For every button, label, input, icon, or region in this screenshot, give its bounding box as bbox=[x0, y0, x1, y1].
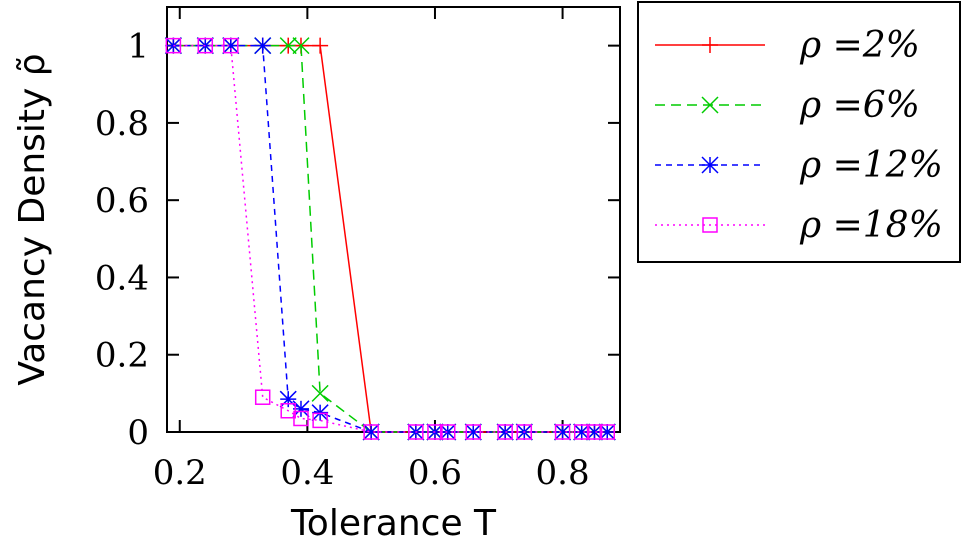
legend-entry: ρ =18% bbox=[655, 205, 943, 246]
square-marker bbox=[586, 424, 603, 440]
series-line bbox=[173, 44, 608, 433]
y-tick-label: 1 bbox=[127, 27, 149, 67]
x-marker bbox=[279, 37, 297, 55]
legend-label: ρ =6% bbox=[799, 85, 920, 126]
legend: ρ =2% ρ =6% ρ =12% ρ =18% bbox=[637, 1, 961, 263]
y-tick-label: 0 bbox=[127, 413, 149, 453]
x-marker bbox=[292, 37, 310, 55]
square-marker bbox=[223, 37, 239, 54]
star-marker bbox=[279, 390, 297, 408]
x-marker bbox=[701, 96, 719, 114]
star-marker bbox=[701, 156, 719, 174]
square-marker bbox=[427, 424, 443, 440]
square-marker bbox=[497, 424, 513, 440]
square-marker bbox=[254, 389, 271, 405]
plus-marker bbox=[702, 37, 718, 53]
y-axis-title: Vacancy Density ρ̃ bbox=[12, 53, 53, 385]
series-1 bbox=[165, 37, 616, 440]
x-axis-title: Tolerance T bbox=[290, 503, 497, 544]
square-marker bbox=[573, 424, 590, 440]
star-marker bbox=[362, 423, 380, 441]
star-marker bbox=[464, 423, 482, 441]
square-marker bbox=[197, 37, 214, 54]
series-line bbox=[173, 44, 608, 433]
legend-label: ρ =18% bbox=[799, 205, 943, 246]
series-2 bbox=[164, 37, 616, 441]
x-tick-label: 0.2 bbox=[153, 453, 207, 493]
y-tick-label: 0.2 bbox=[95, 336, 149, 376]
y-tick-label: 0.4 bbox=[95, 258, 149, 298]
y-tick-label: 0.8 bbox=[95, 104, 149, 144]
series-line bbox=[173, 44, 608, 433]
star-marker bbox=[554, 423, 572, 441]
legend-entry: ρ =2% bbox=[655, 25, 920, 66]
star-marker bbox=[222, 37, 240, 55]
series-4 bbox=[165, 37, 615, 440]
legend-label: ρ =12% bbox=[799, 145, 943, 186]
square-marker bbox=[293, 410, 309, 427]
plot-frame bbox=[166, 6, 621, 433]
legend-entry: ρ =6% bbox=[655, 85, 920, 126]
x-marker bbox=[311, 384, 329, 402]
square-marker bbox=[465, 424, 482, 440]
y-axis: 0 0.2 0.4 0.6 0.8 1 bbox=[95, 27, 620, 453]
square-marker bbox=[408, 424, 424, 440]
plus-marker bbox=[312, 37, 329, 54]
series-layer bbox=[164, 37, 616, 441]
square-marker bbox=[439, 424, 456, 440]
square-marker bbox=[599, 424, 615, 440]
square-marker bbox=[165, 37, 182, 54]
series-line bbox=[173, 44, 608, 433]
x-tick-label: 0.6 bbox=[408, 453, 462, 493]
plot-area bbox=[166, 6, 621, 433]
series-3 bbox=[164, 37, 616, 441]
square-marker bbox=[554, 424, 571, 440]
legend-entry: ρ =12% bbox=[655, 145, 943, 186]
square-marker bbox=[363, 424, 379, 440]
y-tick-label: 0.6 bbox=[95, 181, 149, 221]
x-tick-label: 0.4 bbox=[280, 453, 334, 493]
x-tick-label: 0.8 bbox=[536, 453, 590, 493]
square-marker bbox=[702, 217, 718, 233]
star-marker bbox=[254, 37, 272, 55]
square-marker bbox=[312, 412, 328, 429]
star-marker bbox=[496, 423, 514, 441]
square-marker bbox=[516, 424, 533, 440]
legend-label: ρ =2% bbox=[799, 25, 920, 66]
x-axis: 0.2 0.4 0.6 0.8 bbox=[153, 7, 590, 493]
